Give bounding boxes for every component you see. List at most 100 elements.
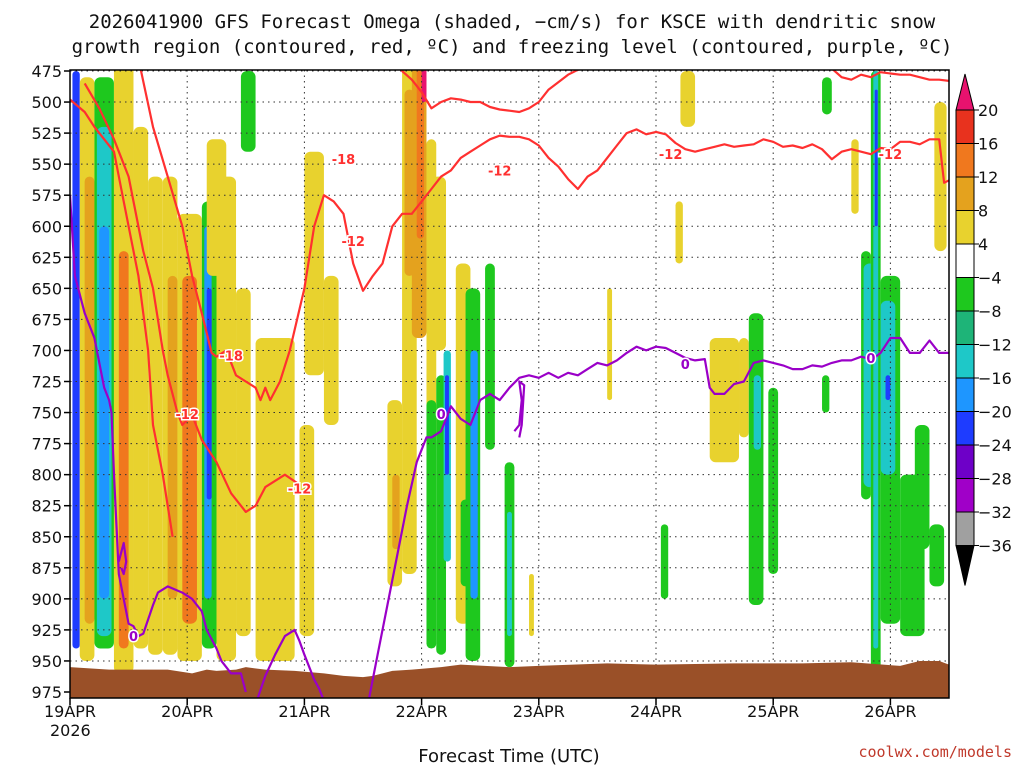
omega-cell	[206, 139, 227, 276]
colorbar-segment	[955, 143, 975, 178]
colorbar-segment	[955, 310, 975, 345]
freezing-level-line	[70, 195, 247, 693]
chart-title-line-1: 2026041900 GFS Forecast Omega (shaded, −…	[89, 11, 936, 33]
y-tick-label: 625	[31, 248, 62, 267]
contour-label: 0	[681, 358, 690, 373]
x-axis-year-label: 2026	[50, 721, 91, 740]
omega-cell	[426, 400, 437, 649]
x-tick-label: 25APR	[747, 702, 799, 721]
y-tick-label: 525	[31, 124, 62, 143]
omega-cell	[84, 176, 95, 624]
colorbar-segment	[955, 444, 975, 479]
omega-cell	[680, 71, 696, 127]
x-tick-label: 19APR	[44, 702, 96, 721]
contour-label: -12	[659, 148, 683, 163]
colorbar-bottom-arrow	[955, 545, 975, 586]
y-tick-label: 550	[31, 155, 62, 174]
freezing-level-line	[513, 380, 526, 438]
y-tick-label: 700	[31, 341, 62, 360]
y-tick-label: 975	[31, 683, 62, 702]
omega-cell	[216, 176, 237, 661]
y-tick-label: 675	[31, 310, 62, 329]
y-tick-label: 500	[31, 93, 62, 112]
dgz-contour-line	[70, 98, 174, 537]
omega-cell	[133, 126, 149, 649]
colorbar-segment	[955, 511, 975, 546]
colorbar-segment	[955, 478, 975, 513]
y-tick-label: 875	[31, 559, 62, 578]
contour-label: -12	[175, 408, 199, 423]
omega-cell	[709, 338, 740, 463]
x-tick-label: 21APR	[278, 702, 330, 721]
y-tick-label: 725	[31, 373, 62, 392]
colorbar-label: −16	[978, 369, 1012, 388]
y-tick-label: 800	[31, 466, 62, 485]
freezing-level-line	[117, 541, 128, 576]
colorbar-label: −20	[978, 403, 1012, 422]
omega-cell	[929, 524, 945, 587]
omega-cell	[182, 275, 197, 624]
omega-cell	[914, 424, 930, 550]
contour-label: -12	[488, 164, 512, 179]
colorbar: 20 16 12 8 4 −4 −8 −12 −16 −20 −24 −28 −32 −36	[955, 73, 1012, 586]
grid-layer	[69, 70, 949, 698]
y-tick-label: 900	[31, 590, 62, 609]
omega-cell	[240, 71, 256, 152]
omega-cell	[753, 375, 761, 450]
terrain-fill	[70, 660, 949, 698]
colorbar-segment	[955, 411, 975, 446]
omega-cell	[416, 70, 425, 239]
omega-cell	[431, 176, 447, 351]
freezing-level-line	[368, 336, 949, 698]
contour-label: 0	[437, 408, 446, 423]
omega-cell	[748, 313, 764, 606]
omega-cell	[72, 71, 80, 649]
colorbar-label: −36	[978, 537, 1012, 556]
credit-text: coolwx.com/models	[858, 743, 1012, 761]
colorbar-label: 20	[978, 101, 998, 120]
x-tick-label: 26APR	[864, 702, 916, 721]
omega-cell	[118, 251, 129, 649]
colorbar-label: −12	[978, 336, 1012, 355]
dgz-contour-line	[139, 70, 949, 402]
omega-cell	[299, 424, 315, 637]
x-tick-label: 24APR	[630, 702, 682, 721]
contour-label: -12	[341, 235, 365, 250]
omega-cell	[236, 288, 251, 637]
y-tick-label: 950	[31, 652, 62, 671]
freezing-level-line	[256, 628, 325, 698]
x-tick-label: 23APR	[513, 702, 565, 721]
y-axis-ticks: 475 500 525 550 575 600 625 650 675 700 725 750 775 8…	[31, 62, 70, 702]
y-tick-label: 775	[31, 435, 62, 454]
omega-cell	[607, 288, 613, 401]
x-tick-label: 22APR	[396, 702, 448, 721]
colorbar-label: 16	[978, 135, 998, 154]
y-tick-label: 825	[31, 497, 62, 516]
omega-shading-layer	[72, 70, 947, 674]
colorbar-label: 4	[978, 235, 988, 254]
omega-cell	[167, 275, 178, 599]
colorbar-segment	[955, 377, 975, 412]
colorbar-segment	[955, 243, 975, 278]
y-tick-label: 475	[31, 62, 62, 81]
omega-cell	[485, 263, 495, 450]
contour-label: -18	[332, 153, 356, 168]
contour-label: 0	[129, 630, 138, 645]
omega-cell	[874, 89, 878, 227]
plot-frame	[69, 69, 950, 699]
omega-cell	[768, 387, 779, 575]
contour-label: -18	[219, 349, 243, 364]
colorbar-segment	[955, 176, 975, 211]
x-axis-ticks: 19APR 20APR 21APR 22APR 23APR 24APR 25APR 26APR	[44, 698, 916, 721]
colorbar-label: −8	[978, 302, 1002, 321]
colorbar-segment	[955, 210, 975, 245]
omega-cell	[392, 474, 400, 550]
colorbar-segment	[955, 109, 975, 144]
dgz-contour-line	[83, 82, 301, 513]
omega-cell	[148, 176, 163, 655]
omega-cell	[255, 338, 295, 661]
y-tick-label: 575	[31, 186, 62, 205]
contour-layer	[70, 70, 949, 698]
colorbar-label: −28	[978, 470, 1012, 489]
